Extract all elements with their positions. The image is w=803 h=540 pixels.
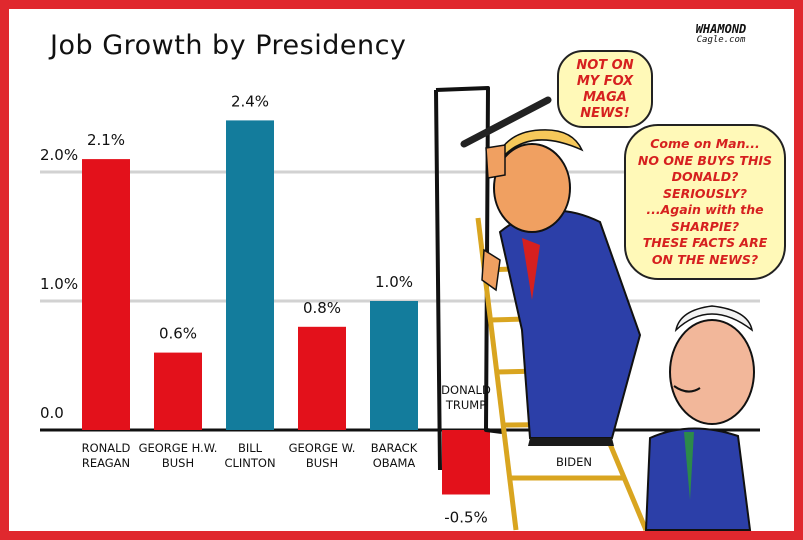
- category-label-donald-trump: DONALD: [441, 383, 491, 397]
- signature-site: Cagle.com: [696, 35, 746, 45]
- value-label-bill-clinton: 2.4%: [231, 92, 269, 110]
- bubble-line: SHARPIE?: [670, 218, 740, 234]
- value-label-george-hw-bush: 0.6%: [159, 325, 197, 343]
- bar-ronald-reagan: [82, 159, 130, 430]
- bubble-line: THESE FACTS ARE: [642, 235, 768, 250]
- category-label-george-w-bush: GEORGE W.: [289, 441, 356, 455]
- value-label-barack-obama: 1.0%: [375, 273, 413, 291]
- category-label-george-hw-bush: GEORGE H.W.: [139, 441, 218, 455]
- y-tick-label: 1.0%: [40, 275, 78, 293]
- cartoon-illustration: [434, 86, 755, 531]
- bubble-line: MAGA: [583, 90, 627, 105]
- category-label-2-bill-clinton: CLINTON: [224, 456, 275, 470]
- bar-bill-clinton: [226, 120, 274, 431]
- bubble-line: ...Again with the: [646, 202, 764, 217]
- biden-figure-icon: [644, 305, 755, 531]
- signature-name: WHAMOND: [695, 22, 747, 36]
- value-label-ronald-reagan: 2.1%: [87, 131, 125, 149]
- category-label-biden: BIDEN: [556, 455, 592, 469]
- bar-donald-trump: [442, 430, 490, 495]
- category-label-2-barack-obama: OBAMA: [373, 456, 416, 470]
- bubble-line: SERIOUSLY?: [663, 185, 747, 201]
- bubble-line: DONALD?: [671, 169, 739, 184]
- category-label-ronald-reagan: RONALD: [82, 441, 131, 455]
- category-label-2-george-w-bush: BUSH: [306, 456, 338, 470]
- category-label-bill-clinton: BILL: [238, 441, 263, 455]
- category-label-2-george-hw-bush: BUSH: [162, 456, 194, 470]
- bubble-line: NEWS!: [580, 106, 630, 121]
- value-label-donald-trump: -0.5%: [444, 509, 488, 527]
- bar-george-w-bush: [298, 326, 346, 430]
- bubble-line: NOT ON: [576, 58, 634, 73]
- trump-speech-bubble: NOT ON MY FOX MAGA NEWS!: [557, 50, 653, 128]
- category-label-2-ronald-reagan: REAGAN: [82, 456, 130, 470]
- biden-speech-bubble: Come on Man... NO ONE BUYS THIS DONALD? …: [624, 124, 786, 280]
- page-title: Job Growth by Presidency: [50, 30, 407, 61]
- bubble-line: MY FOX: [576, 74, 634, 89]
- category-label-barack-obama: BARACK: [371, 441, 418, 455]
- y-tick-label: 0.0: [40, 404, 64, 422]
- bubble-line: NO ONE BUYS THIS: [637, 152, 773, 168]
- bar-barack-obama: [370, 301, 418, 430]
- bubble-line: Come on Man...: [650, 136, 760, 151]
- y-tick-label: 2.0%: [40, 146, 78, 164]
- artist-signature: WHAMOND Cagle.com: [676, 22, 766, 46]
- category-label-2-donald-trump: TRUMP: [445, 398, 486, 412]
- bar-george-hw-bush: [154, 352, 202, 430]
- trump-figure-icon: [460, 96, 642, 446]
- bubble-line: ON THE NEWS?: [651, 251, 759, 267]
- value-label-george-w-bush: 0.8%: [303, 299, 341, 317]
